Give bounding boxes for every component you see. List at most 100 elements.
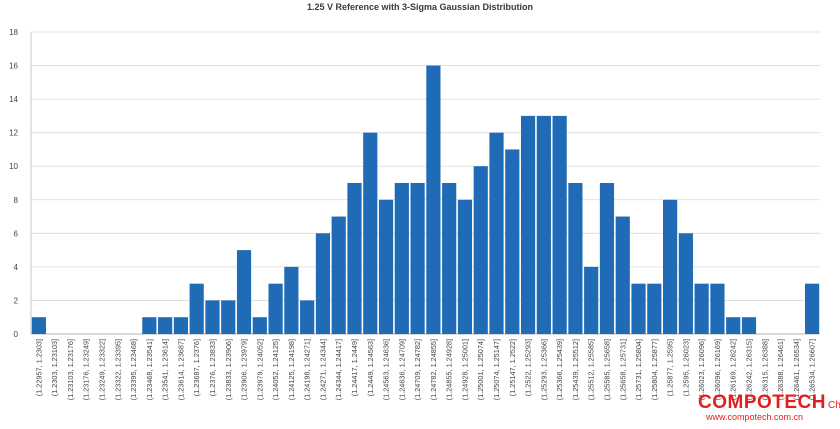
x-tick-label: (1.24198, 1.24271] bbox=[303, 339, 312, 400]
bar bbox=[663, 199, 678, 334]
x-tick-label: (1.24052, 1.24125] bbox=[271, 339, 280, 400]
x-tick-label: (1.2595, 1.26023] bbox=[681, 339, 690, 396]
x-tick-label: (1.23322, 1.23395] bbox=[113, 339, 122, 400]
x-tick-label: (1.23468, 1.23541] bbox=[145, 339, 154, 400]
bar bbox=[457, 199, 473, 334]
x-tick-label: (1.23249, 1.23322] bbox=[98, 339, 107, 400]
x-tick-label: (1.24417, 1.2449] bbox=[350, 339, 359, 396]
x-tick-label: (1.23541, 1.23614] bbox=[161, 339, 170, 400]
x-tick-label: (1.24709, 1.24782] bbox=[413, 339, 422, 400]
y-tick-label: 12 bbox=[9, 129, 18, 138]
x-tick-label: (1.26461, 1.26534] bbox=[792, 339, 801, 400]
x-tick-label: (1.23687, 1.2376] bbox=[192, 339, 201, 396]
x-tick-label: (1.26023, 1.26096] bbox=[697, 339, 706, 400]
x-tick-label: (1.25877, 1.2595] bbox=[666, 339, 675, 396]
y-tick-label: 2 bbox=[14, 296, 19, 305]
x-tick-label: (1.24563, 1.24636] bbox=[382, 339, 391, 400]
bar bbox=[363, 132, 378, 334]
bar bbox=[189, 283, 204, 334]
x-tick-label: (1.26315, 1.26388] bbox=[760, 339, 769, 400]
bar bbox=[473, 166, 488, 334]
y-tick-label: 6 bbox=[14, 229, 19, 238]
x-tick-label: (1.23176, 1.23249] bbox=[82, 339, 91, 400]
bar bbox=[205, 300, 220, 334]
x-tick-label: (1.25293, 1.25366] bbox=[539, 339, 548, 400]
bar bbox=[426, 65, 441, 335]
x-tick-label: (1.25658, 1.25731] bbox=[618, 339, 627, 400]
bar bbox=[158, 317, 173, 334]
bar bbox=[173, 317, 188, 334]
x-tick-label: (1.25366, 1.25439] bbox=[555, 339, 564, 400]
x-tick-label: (1.23979, 1.24052] bbox=[255, 339, 264, 400]
bar bbox=[410, 183, 425, 334]
bar bbox=[236, 250, 252, 334]
bar bbox=[615, 216, 630, 334]
bar bbox=[741, 317, 757, 334]
y-tick-label: 0 bbox=[14, 330, 19, 339]
y-tick-label: 10 bbox=[9, 162, 18, 171]
y-tick-label: 16 bbox=[9, 62, 18, 71]
bar bbox=[584, 266, 599, 334]
x-tick-label: (1.24636, 1.24709] bbox=[397, 339, 406, 400]
bar bbox=[552, 115, 567, 334]
x-tick-label: (1.26169, 1.26242] bbox=[729, 339, 738, 400]
bar bbox=[805, 283, 820, 334]
x-tick-label: (1.25512, 1.25585] bbox=[587, 339, 596, 400]
bar bbox=[599, 183, 615, 334]
x-tick-label: (1.24855, 1.24928] bbox=[445, 339, 454, 400]
x-tick-label: (1.25731, 1.25804] bbox=[634, 339, 643, 400]
bar bbox=[268, 283, 283, 334]
x-tick-label: (1.2303, 1.23103] bbox=[50, 339, 59, 396]
x-tick-label: (1.2449, 1.24563] bbox=[366, 339, 375, 396]
x-tick-label: (1.23103, 1.23176] bbox=[66, 339, 75, 400]
bar bbox=[394, 183, 409, 334]
bar bbox=[442, 183, 457, 334]
bar bbox=[221, 300, 236, 334]
x-tick-label: (1.26242, 1.26315] bbox=[744, 339, 753, 400]
x-axis: (1.22957, 1.2303] (1.2303, 1.23103] (1.231… bbox=[34, 339, 816, 400]
x-tick-label: (1.25804, 1.25877] bbox=[650, 339, 659, 400]
bar bbox=[142, 317, 157, 334]
x-tick-label: (1.25585, 1.25658] bbox=[602, 339, 611, 400]
bar bbox=[726, 317, 741, 334]
chart-title: 1.25 V Reference with 3-Sigma Gaussian D… bbox=[306, 2, 534, 12]
x-tick-label: (1.2376, 1.23833] bbox=[208, 339, 217, 396]
bar bbox=[31, 317, 46, 334]
x-tick-label: (1.26534, 1.26607] bbox=[808, 339, 817, 400]
x-tick-label: (1.24928, 1.25001] bbox=[460, 339, 469, 400]
x-tick-label: (1.22957, 1.2303] bbox=[34, 339, 43, 396]
y-tick-label: 14 bbox=[9, 95, 18, 104]
x-tick-label: (1.25147, 1.2522] bbox=[508, 339, 517, 396]
bar bbox=[315, 233, 331, 334]
x-tick-label: (1.24271, 1.24344] bbox=[318, 339, 327, 400]
bars bbox=[31, 65, 820, 335]
x-tick-label: (1.23614, 1.23687] bbox=[176, 339, 185, 400]
bar bbox=[536, 115, 551, 334]
bar bbox=[489, 132, 504, 334]
x-tick-label: (1.2522, 1.25293] bbox=[524, 339, 533, 396]
bar bbox=[378, 199, 394, 334]
bar bbox=[252, 317, 267, 334]
x-tick-label: (1.26096, 1.26169] bbox=[713, 339, 722, 400]
x-tick-label: (1.25074, 1.25147] bbox=[492, 339, 501, 400]
bar bbox=[300, 300, 315, 334]
x-tick-label: (1.24344, 1.24417] bbox=[334, 339, 343, 400]
x-tick-label: (1.23395, 1.23468] bbox=[129, 339, 138, 400]
x-tick-label: (1.26388, 1.26461] bbox=[776, 339, 785, 400]
y-axis: 0 2 4 6 8 10 12 14 16 18 bbox=[9, 28, 18, 339]
y-tick-label: 18 bbox=[9, 28, 18, 37]
x-tick-label: (1.24782, 1.24855] bbox=[429, 339, 438, 400]
x-tick-label: (1.24125, 1.24198] bbox=[287, 339, 296, 400]
x-tick-label: (1.23906, 1.23979] bbox=[240, 339, 249, 400]
y-tick-label: 4 bbox=[14, 263, 19, 272]
bar bbox=[710, 283, 725, 334]
x-tick-label: (1.25439, 1.25512] bbox=[571, 339, 580, 400]
bar bbox=[678, 233, 693, 334]
bar bbox=[347, 183, 362, 334]
x-tick-label: (1.23833, 1.23906] bbox=[224, 339, 233, 400]
bar bbox=[647, 283, 662, 334]
bar bbox=[520, 115, 536, 334]
bar bbox=[284, 266, 299, 334]
bar bbox=[331, 216, 346, 334]
